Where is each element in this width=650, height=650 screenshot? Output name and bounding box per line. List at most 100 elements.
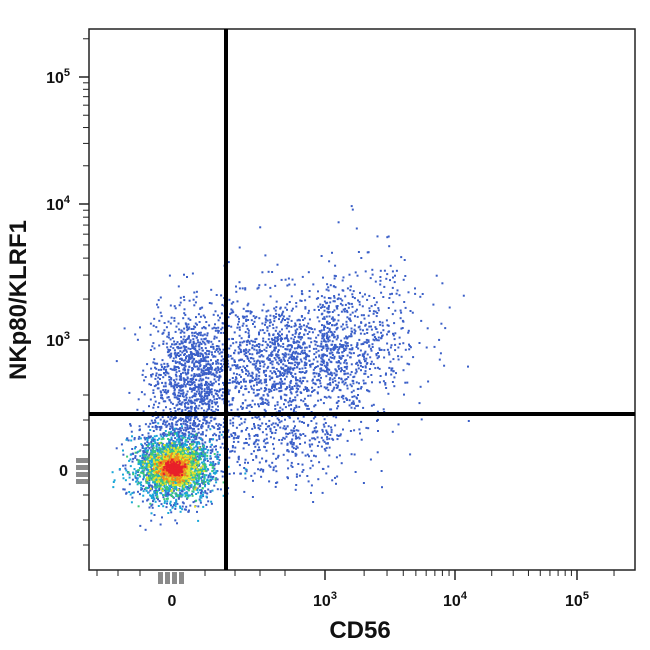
event-dot [249, 403, 252, 406]
event-dot [144, 376, 147, 378]
event-dot [134, 446, 137, 448]
event-dot [197, 341, 200, 344]
event-dot [275, 368, 278, 370]
event-dot [315, 336, 318, 339]
event-dot [200, 489, 203, 492]
event-dot [310, 341, 313, 344]
event-dot [214, 463, 217, 465]
event-dot [348, 351, 351, 354]
event-dot [274, 284, 277, 287]
event-dot [167, 396, 170, 398]
event-dot [216, 348, 218, 350]
event-dot [140, 460, 143, 462]
event-dot [178, 361, 181, 364]
event-dot [292, 447, 295, 450]
event-dot [295, 429, 298, 432]
event-dot [314, 404, 317, 407]
event-dot [313, 429, 316, 432]
event-dot [279, 334, 282, 337]
event-dot [321, 334, 324, 337]
event-dot [360, 314, 363, 317]
event-dot [325, 332, 328, 335]
event-dot [285, 334, 288, 337]
event-dot [253, 325, 256, 328]
event-dot [279, 306, 282, 309]
event-dot [304, 367, 307, 369]
event-dot [169, 502, 172, 505]
event-dot [200, 492, 203, 495]
event-dot [349, 313, 352, 316]
event-dot [191, 381, 194, 384]
event-dot [317, 478, 320, 481]
event-dot [322, 276, 324, 279]
event-dot [195, 316, 197, 319]
event-dot [288, 416, 291, 419]
event-dot [142, 369, 145, 372]
event-dot [166, 396, 169, 399]
event-dot [343, 350, 346, 352]
event-dot [200, 343, 203, 345]
event-dot [288, 404, 290, 407]
event-dot [379, 276, 382, 278]
event-dot [173, 383, 176, 386]
event-dot [302, 343, 305, 346]
event-dot [294, 372, 297, 375]
event-dot [202, 367, 205, 369]
event-dot [261, 360, 264, 363]
event-dot [308, 355, 310, 358]
event-dot [122, 453, 125, 456]
event-dot [201, 378, 204, 381]
event-dot [274, 336, 277, 339]
event-dot [365, 341, 368, 344]
event-dot [222, 381, 224, 384]
event-dot [326, 322, 329, 325]
event-dot [366, 353, 369, 356]
event-dot [131, 448, 134, 450]
event-dot [362, 406, 365, 409]
event-dot [300, 381, 303, 384]
event-dot [253, 320, 256, 323]
event-dot [150, 519, 153, 522]
event-dot [151, 451, 154, 454]
event-dot [335, 338, 338, 341]
event-dot [245, 438, 248, 440]
event-dot [186, 425, 189, 427]
event-dot [209, 445, 212, 448]
event-dot [271, 363, 274, 366]
event-dot [293, 357, 296, 359]
event-dot [317, 375, 320, 377]
event-dot [184, 418, 187, 421]
event-dot [373, 336, 376, 338]
event-dot [188, 445, 191, 448]
event-dot [337, 221, 340, 224]
event-dot [340, 368, 343, 371]
event-dot [163, 372, 166, 375]
event-dot [192, 328, 195, 330]
event-dot [304, 441, 306, 444]
event-dot [311, 443, 314, 446]
event-dot [174, 361, 177, 364]
event-dot [313, 427, 316, 430]
event-dot [167, 492, 170, 494]
event-dot [337, 348, 340, 351]
event-dot [184, 322, 187, 325]
event-dot [180, 429, 182, 432]
event-dot [254, 440, 257, 443]
event-dot [290, 358, 293, 360]
event-dot [194, 365, 197, 368]
event-dot [189, 417, 192, 420]
event-dot [198, 362, 201, 365]
event-dot [296, 352, 299, 355]
event-dot [184, 313, 187, 316]
event-dot [414, 292, 417, 295]
event-dot [242, 447, 245, 450]
event-dot [257, 424, 260, 427]
event-dot [194, 349, 197, 352]
event-dot [266, 441, 269, 444]
event-dot [239, 380, 242, 383]
event-dot [281, 333, 283, 336]
event-dot [221, 326, 224, 329]
event-dot [248, 437, 251, 440]
event-dot [266, 357, 269, 360]
event-dot [353, 407, 356, 410]
